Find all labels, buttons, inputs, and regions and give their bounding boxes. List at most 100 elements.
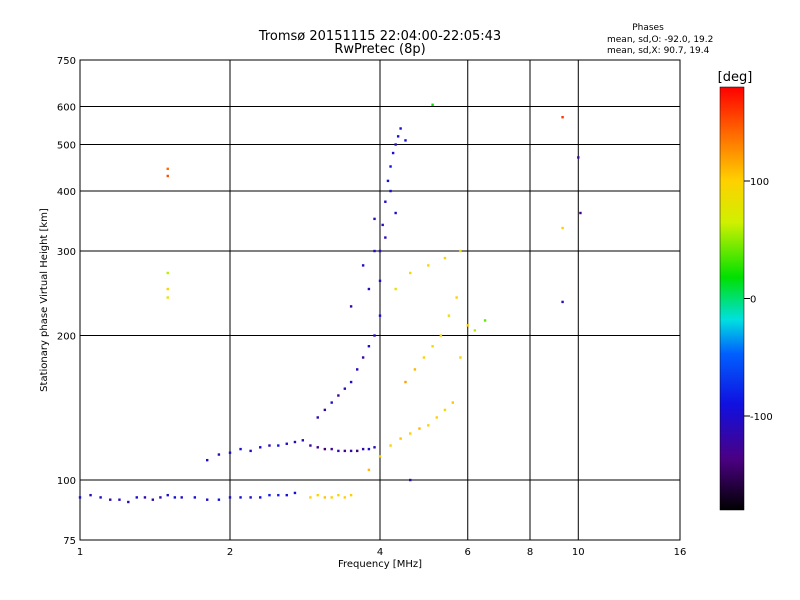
data-point — [355, 449, 359, 453]
data-point — [361, 447, 365, 451]
data-point — [343, 449, 347, 453]
data-point — [277, 444, 280, 447]
chart-subtitle: RwPretec (8p) — [334, 42, 425, 57]
data-point — [384, 200, 387, 203]
data-point — [78, 496, 82, 499]
data-point — [239, 496, 242, 499]
data-point — [143, 496, 147, 499]
data-point — [349, 493, 353, 497]
colorbar-tick-label: 100 — [750, 177, 769, 188]
data-point — [323, 447, 327, 451]
data-point — [349, 305, 353, 308]
data-point — [451, 401, 455, 404]
data-point — [459, 249, 462, 253]
data-point — [205, 498, 209, 501]
data-point — [577, 156, 580, 159]
data-point — [367, 468, 371, 472]
colorbar-label: [deg] — [718, 70, 753, 85]
data-point — [427, 424, 430, 427]
data-point — [259, 446, 262, 449]
data-point — [309, 496, 312, 499]
data-point — [473, 329, 477, 332]
data-point — [384, 236, 387, 239]
data-point — [361, 264, 365, 267]
data-point — [205, 458, 209, 462]
colorbar-ticks: 100 0 -100 — [744, 177, 773, 423]
data-point — [173, 496, 177, 499]
data-point — [323, 496, 327, 499]
data-point — [418, 427, 421, 430]
data-point — [249, 496, 252, 499]
data-point — [459, 356, 462, 359]
data-point — [239, 447, 242, 451]
data-point — [166, 271, 169, 275]
x-axis-ticks: 1 2 4 6 8 10 16 — [77, 547, 687, 558]
data-point — [99, 496, 102, 499]
data-point — [367, 287, 371, 291]
data-point — [373, 334, 376, 337]
data-point — [217, 498, 221, 501]
data-point — [268, 444, 271, 447]
data-point — [228, 496, 232, 499]
y-axis-label: Stationary phase Virtual Height [km] — [39, 208, 50, 392]
data-point — [389, 189, 392, 193]
data-point — [323, 408, 327, 412]
y-tick-label: 300 — [57, 247, 76, 258]
data-point — [330, 447, 333, 451]
data-point — [166, 493, 169, 497]
plot-area: 1 2 4 6 8 10 16 75 100 200 300 400 500 600 750 — [57, 56, 686, 558]
data-point — [337, 394, 340, 397]
data-point — [151, 498, 155, 501]
data-point — [193, 496, 197, 499]
data-point — [217, 453, 221, 456]
data-point — [399, 127, 402, 130]
data-point — [427, 264, 430, 267]
data-point — [277, 493, 280, 497]
data-point — [89, 493, 92, 497]
data-point — [166, 296, 169, 299]
data-point — [118, 498, 121, 501]
data-point — [337, 449, 340, 453]
data-point — [166, 287, 169, 291]
data-point — [431, 103, 434, 106]
data-point — [268, 493, 271, 497]
data-point — [109, 498, 112, 501]
data-point — [127, 500, 130, 504]
data-point — [483, 319, 487, 322]
y-tick-label: 400 — [57, 187, 76, 198]
data-point — [447, 314, 451, 317]
data-point — [285, 442, 288, 445]
data-point — [349, 449, 353, 453]
data-point — [466, 324, 469, 327]
data-point — [373, 249, 376, 253]
data-point — [367, 345, 371, 348]
x-axis-label: Frequency [MHz] — [338, 559, 422, 570]
data-points — [78, 103, 582, 504]
data-point — [389, 165, 392, 168]
data-point — [422, 356, 426, 359]
data-point — [373, 217, 376, 221]
y-tick-label: 75 — [63, 536, 76, 547]
data-point — [391, 151, 395, 155]
data-point — [404, 139, 407, 142]
data-point — [316, 493, 319, 497]
phase-stats-o: mean, sd,O: -92.0, 19.2 — [607, 35, 713, 45]
y-tick-label: 750 — [57, 56, 76, 67]
data-point — [394, 143, 397, 146]
data-point — [349, 380, 353, 384]
data-point — [309, 444, 312, 447]
x-tick-label: 10 — [572, 547, 585, 558]
data-point — [399, 437, 402, 440]
data-point — [343, 387, 347, 390]
data-point — [386, 179, 390, 183]
data-point — [431, 345, 434, 348]
chart-title: Tromsø 20151115 22:04:00-22:05:43 — [258, 29, 501, 44]
data-point — [396, 135, 400, 138]
x-tick-label: 16 — [674, 547, 687, 558]
data-point — [439, 334, 443, 337]
data-point — [330, 496, 333, 499]
data-point — [330, 401, 333, 404]
data-point — [413, 368, 417, 371]
data-point — [404, 380, 407, 384]
